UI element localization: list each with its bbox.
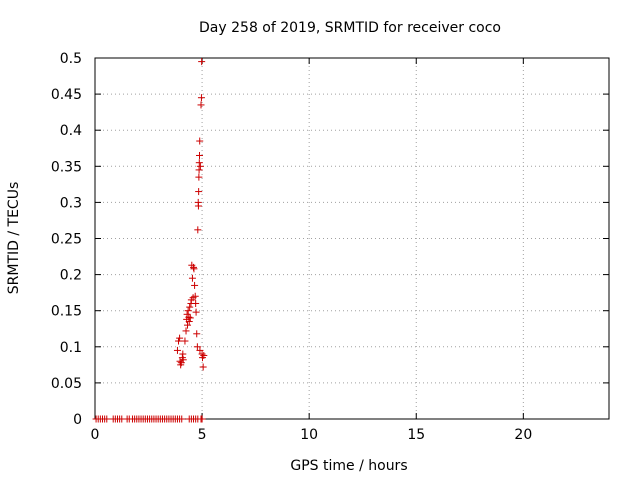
y-tick-label: 0.25: [51, 232, 82, 248]
y-tick-label: 0.4: [60, 123, 82, 139]
data-point: [178, 415, 186, 423]
data-point: [193, 330, 201, 338]
data-point: [195, 166, 203, 174]
data-point: [191, 281, 199, 289]
data-point: [194, 226, 202, 234]
data-point: [186, 314, 194, 322]
x-tick-label: 0: [91, 427, 100, 443]
y-tick-label: 0: [73, 412, 82, 428]
y-tick-labels: 0 0.05 0.1 0.15 0.2 0.25 0.3 0.35 0.4 0.45 0.5: [51, 51, 82, 428]
y-tick-label: 0.2: [60, 268, 82, 284]
y-tick-label: 0.15: [51, 304, 82, 320]
data-point: [182, 327, 190, 335]
data-point: [194, 202, 202, 210]
y-tick-label: 0.05: [51, 376, 82, 392]
data-point: [181, 337, 189, 345]
data-point: [103, 415, 111, 423]
data-point: [193, 343, 201, 351]
data-point: [184, 321, 192, 329]
y-tick-label: 0.35: [51, 159, 82, 175]
data-point: [197, 94, 205, 102]
data-point: [190, 265, 198, 273]
y-tick-label: 0.5: [60, 51, 82, 67]
data-point: [179, 356, 187, 364]
x-tick-label: 15: [407, 427, 425, 443]
data-point: [198, 415, 206, 423]
data-point: [176, 357, 184, 365]
data-point: [173, 346, 181, 354]
data-point: [195, 173, 203, 181]
data-point: [192, 308, 200, 316]
data-point: [196, 137, 204, 145]
data-points: [92, 58, 208, 423]
x-axis-label: GPS time / hours: [290, 458, 407, 474]
data-point: [199, 363, 207, 371]
y-tick-label: 0.1: [60, 340, 82, 356]
data-point: [195, 188, 203, 196]
data-point: [197, 101, 205, 109]
data-point: [192, 299, 200, 307]
data-point: [195, 159, 203, 167]
y-tick-label: 0.45: [51, 87, 82, 103]
y-tick-label: 0.3: [60, 195, 82, 211]
data-point: [191, 292, 199, 300]
y-axis-label: SRMTID / TECUs: [6, 182, 22, 295]
data-point: [186, 303, 194, 311]
data-point: [175, 337, 183, 345]
data-point: [188, 274, 196, 282]
x-tick-label: 5: [198, 427, 207, 443]
data-point: [183, 310, 191, 318]
data-point: [200, 351, 208, 359]
data-point: [185, 318, 193, 326]
chart-title: Day 258 of 2019, SRMTID for receiver coc…: [199, 20, 501, 36]
data-point: [196, 151, 204, 159]
x-tick-label: 20: [514, 427, 532, 443]
data-point: [176, 334, 184, 342]
data-point: [198, 58, 206, 66]
x-tick-label: 10: [300, 427, 318, 443]
data-point: [196, 346, 204, 354]
grid: [95, 58, 609, 419]
data-point: [184, 307, 192, 315]
data-point: [196, 162, 204, 170]
x-tick-labels: 0 5 10 15 20: [91, 427, 533, 443]
